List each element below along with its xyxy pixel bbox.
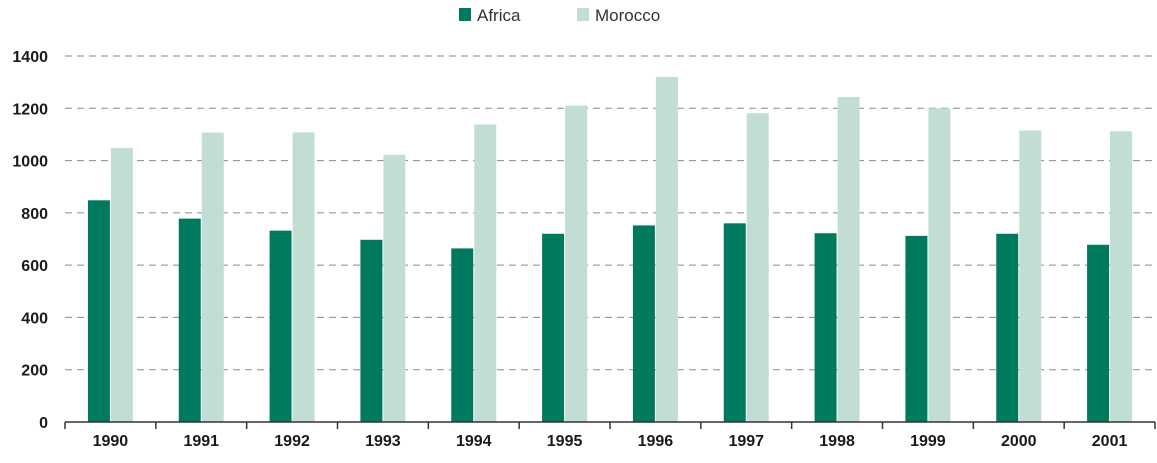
x-tick-label: 1994 <box>456 433 492 450</box>
bar-morocco-1991 <box>201 132 224 422</box>
bar-morocco-1993 <box>383 154 406 422</box>
bar-morocco-1992 <box>292 132 315 422</box>
legend-label-morocco: Morocco <box>595 6 660 25</box>
y-tick-label: 600 <box>21 258 48 275</box>
x-tick-label: 1997 <box>728 433 764 450</box>
bars <box>87 76 1133 423</box>
y-tick-label: 800 <box>21 206 48 223</box>
y-tick-label: 1400 <box>12 49 48 66</box>
x-tick-label: 1998 <box>819 433 855 450</box>
y-tick-label: 1200 <box>12 101 48 118</box>
bar-morocco-1997 <box>746 113 769 422</box>
bar-morocco-2001 <box>1110 131 1133 422</box>
legend-swatch-africa <box>459 8 471 21</box>
bar-africa-1996 <box>632 225 655 422</box>
bar-africa-1999 <box>905 235 928 422</box>
x-tick-label: 1990 <box>93 433 129 450</box>
y-tick-label: 400 <box>21 310 48 327</box>
x-tick-label: 2000 <box>1001 433 1037 450</box>
legend-swatch-morocco <box>577 8 589 21</box>
bar-africa-1997 <box>723 223 746 422</box>
x-axis: 1990 1991 1992 1993 1994 1995 1996 1997 1998 1999… <box>64 421 1156 450</box>
bar-africa-1991 <box>178 218 201 422</box>
bar-africa-1990 <box>87 200 110 422</box>
bar-africa-1992 <box>269 230 292 422</box>
legend: Africa Morocco <box>459 6 660 25</box>
bar-africa-1995 <box>542 233 565 422</box>
bar-morocco-1994 <box>474 124 497 422</box>
bar-africa-1998 <box>814 233 837 422</box>
bar-morocco-1996 <box>655 76 678 423</box>
x-tick-label: 1999 <box>910 433 946 450</box>
x-tick-label: 1992 <box>274 433 310 450</box>
bar-morocco-1995 <box>565 105 588 423</box>
legend-label-africa: Africa <box>477 6 521 25</box>
bar-africa-1994 <box>451 248 474 422</box>
bar-africa-1993 <box>360 239 383 422</box>
bar-africa-2000 <box>996 233 1019 422</box>
bar-morocco-1999 <box>928 108 951 423</box>
bar-morocco-2000 <box>1019 130 1042 422</box>
x-tick-label: 1995 <box>547 433 583 450</box>
x-tick-label: 2001 <box>1092 433 1128 450</box>
bar-africa-2001 <box>1087 244 1110 422</box>
x-tick-label: 1993 <box>365 433 401 450</box>
bar-morocco-1998 <box>837 97 860 423</box>
y-tick-label: 200 <box>21 363 48 380</box>
y-tick-label: 1000 <box>12 154 48 171</box>
y-axis: 0 200 400 600 800 1000 1200 1400 <box>12 49 48 432</box>
bar-morocco-1990 <box>110 148 133 422</box>
gridlines <box>65 55 1155 371</box>
x-tick-label: 1991 <box>183 433 219 450</box>
x-tick-label: 1996 <box>638 433 674 450</box>
y-tick-label: 0 <box>39 415 48 432</box>
